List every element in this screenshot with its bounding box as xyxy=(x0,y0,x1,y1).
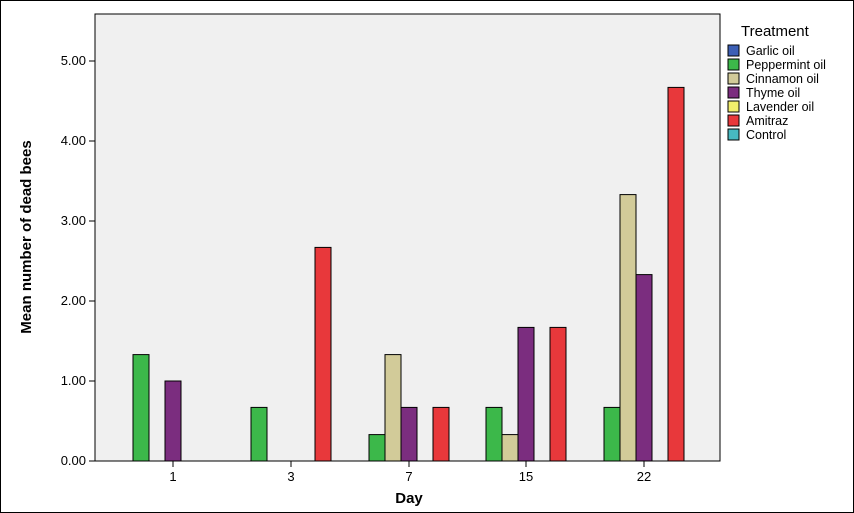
x-tick-label: 15 xyxy=(519,469,533,484)
bar-thyme-oil-day-15 xyxy=(517,326,535,462)
y-tick-label: 0.00 xyxy=(61,453,86,468)
y-tick-label: 1.00 xyxy=(61,373,86,388)
bar-cinnamon-oil-day-22 xyxy=(619,194,637,462)
legend-swatch xyxy=(727,114,740,127)
legend-swatch xyxy=(727,100,740,113)
y-tick-label: 4.00 xyxy=(61,133,86,148)
bar-peppermint-oil-day-1 xyxy=(132,354,150,462)
bar-amitraz-day-3 xyxy=(314,246,332,462)
bar-amitraz-day-15 xyxy=(549,326,567,462)
legend-swatch xyxy=(727,86,740,99)
bar-thyme-oil-day-7 xyxy=(400,406,418,462)
bar-thyme-oil-day-1 xyxy=(164,380,182,462)
x-tick-label: 22 xyxy=(637,469,651,484)
y-tick-label: 5.00 xyxy=(61,53,86,68)
bar-peppermint-oil-day-7 xyxy=(368,434,386,462)
legend-label: Thyme oil xyxy=(746,86,800,100)
bar-cinnamon-oil-day-15 xyxy=(501,434,519,462)
bar-cinnamon-oil-day-7 xyxy=(384,354,402,462)
x-axis-label: Day xyxy=(395,490,423,507)
legend-label: Garlic oil xyxy=(746,44,795,58)
bar-amitraz-day-7 xyxy=(432,406,450,462)
bars-group xyxy=(132,86,685,462)
legend-swatch xyxy=(727,72,740,85)
bar-peppermint-oil-day-22 xyxy=(603,406,621,462)
x-tick-label: 3 xyxy=(287,469,294,484)
legend-label: Amitraz xyxy=(746,114,788,128)
legend-label: Control xyxy=(746,128,786,142)
legend-swatch xyxy=(727,58,740,71)
y-axis-ticks: 0.00 1.00 2.00 3.00 4.00 5.00 xyxy=(61,53,95,468)
x-tick-label: 7 xyxy=(405,469,412,484)
legend-swatch xyxy=(727,128,740,141)
bar-amitraz-day-22 xyxy=(667,86,685,462)
y-tick-label: 2.00 xyxy=(61,293,86,308)
y-axis-label: Mean number of dead bees xyxy=(18,140,35,333)
legend-label: Lavender oil xyxy=(746,100,814,114)
y-tick-label: 3.00 xyxy=(61,213,86,228)
plot-area xyxy=(94,13,721,462)
legend-title: Treatment xyxy=(741,23,810,40)
bar-peppermint-oil-day-3 xyxy=(250,406,268,462)
legend-swatch xyxy=(727,44,740,57)
legend-label: Peppermint oil xyxy=(746,58,826,72)
bar-peppermint-oil-day-15 xyxy=(485,406,503,462)
bar-thyme-oil-day-22 xyxy=(635,274,653,462)
x-axis-ticks: 1 3 7 15 22 xyxy=(169,461,651,484)
legend-label: Cinnamon oil xyxy=(746,72,819,86)
x-tick-label: 1 xyxy=(169,469,176,484)
